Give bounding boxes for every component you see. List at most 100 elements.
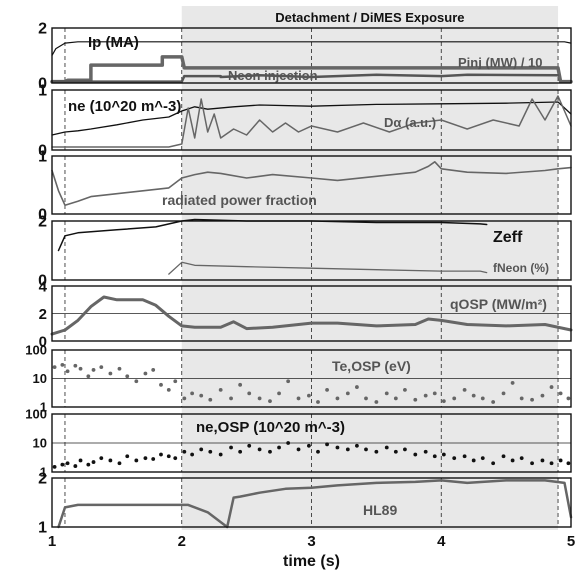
point-neosp-6 <box>91 460 96 464</box>
point-teosp-3 <box>73 363 78 368</box>
ytick-ip-0: 2 <box>38 21 47 38</box>
label-ip-0: Ip (MA) <box>88 34 139 51</box>
series-h89-0 <box>57 479 573 529</box>
point-neosp-49 <box>491 461 496 466</box>
point-neosp-24 <box>247 443 252 448</box>
panel-h89 <box>51 477 573 529</box>
point-teosp-4 <box>78 366 83 371</box>
point-teosp-39 <box>393 396 398 401</box>
banner-title: Detachment / DiMES Exposure <box>275 10 464 25</box>
point-neosp-27 <box>277 445 281 450</box>
point-neosp-57 <box>566 461 571 466</box>
point-neosp-29 <box>296 447 301 452</box>
point-teosp-50 <box>501 391 506 396</box>
point-teosp-51 <box>510 381 515 385</box>
label-ne-0: ne (10^20 m^-3) <box>68 98 181 115</box>
point-teosp-38 <box>384 391 389 396</box>
point-teosp-24 <box>247 391 252 396</box>
xtick-0: 1 <box>48 533 56 550</box>
point-teosp-12 <box>143 371 148 376</box>
point-neosp-15 <box>166 454 171 459</box>
label-teosp-0: Te,OSP (eV) <box>332 358 411 374</box>
point-neosp-35 <box>355 443 359 448</box>
point-teosp-56 <box>558 391 563 396</box>
point-teosp-21 <box>218 387 223 392</box>
frame-rad <box>51 155 572 215</box>
point-neosp-47 <box>471 458 476 463</box>
series-zeff-1 <box>168 261 488 275</box>
point-teosp-35 <box>355 385 359 389</box>
ytick-rad-1: 0 <box>38 207 47 224</box>
point-neosp-38 <box>384 445 389 450</box>
point-teosp-45 <box>452 396 457 401</box>
point-teosp-25 <box>257 396 262 401</box>
point-teosp-57 <box>566 396 571 401</box>
point-teosp-17 <box>182 396 187 401</box>
point-teosp-31 <box>316 400 320 404</box>
point-neosp-41 <box>413 452 418 457</box>
panel-zeff <box>51 218 572 281</box>
point-teosp-2 <box>65 369 70 374</box>
ytick-neosp-0: 100 <box>25 407 47 422</box>
point-teosp-34 <box>345 391 350 396</box>
point-neosp-16 <box>173 456 178 461</box>
frame-ne <box>51 89 572 151</box>
point-teosp-6 <box>91 368 96 372</box>
point-neosp-39 <box>393 449 398 454</box>
point-neosp-37 <box>374 449 379 454</box>
point-neosp-33 <box>335 445 340 450</box>
point-neosp-34 <box>345 447 350 452</box>
ytick-qosp-0: 4 <box>39 278 48 295</box>
point-teosp-49 <box>491 400 496 404</box>
ytick-neosp-1: 10 <box>33 436 47 451</box>
point-teosp-46 <box>462 387 467 392</box>
point-neosp-45 <box>452 456 457 461</box>
point-neosp-32 <box>325 442 329 447</box>
point-neosp-8 <box>108 458 113 463</box>
point-neosp-56 <box>558 458 563 463</box>
point-neosp-44 <box>441 452 446 457</box>
ytick-zeff-1: 0 <box>38 273 47 290</box>
point-neosp-42 <box>423 449 428 454</box>
point-neosp-26 <box>268 449 272 454</box>
point-teosp-36 <box>364 396 368 401</box>
point-teosp-54 <box>540 393 545 398</box>
point-neosp-28 <box>286 441 291 445</box>
point-neosp-2 <box>65 461 70 466</box>
point-neosp-43 <box>432 454 437 459</box>
point-teosp-53 <box>530 397 534 402</box>
label-qosp-0: qOSP (MW/m²) <box>450 296 547 312</box>
point-neosp-25 <box>257 447 262 452</box>
ytick-h89-1: 1 <box>38 520 47 537</box>
ytick-zeff-0: 2 <box>38 214 47 231</box>
frame-qosp <box>51 285 572 342</box>
panel-neosp <box>51 413 572 473</box>
point-teosp-23 <box>238 382 243 387</box>
ytick-teosp-0: 100 <box>25 343 47 358</box>
point-neosp-13 <box>151 457 156 461</box>
xtick-4: 5 <box>567 533 575 550</box>
point-neosp-31 <box>316 449 320 454</box>
point-teosp-48 <box>480 396 485 401</box>
frame-h89 <box>51 477 572 528</box>
point-neosp-36 <box>364 447 368 452</box>
point-teosp-11 <box>134 379 139 384</box>
point-neosp-54 <box>540 458 545 463</box>
point-neosp-51 <box>510 458 515 463</box>
ytick-h89-0: 2 <box>38 471 47 488</box>
point-teosp-29 <box>296 396 301 401</box>
point-teosp-0 <box>52 365 57 370</box>
panel-rad <box>51 155 572 215</box>
panel-ip <box>50 27 573 84</box>
point-neosp-30 <box>307 443 311 448</box>
point-neosp-55 <box>549 461 554 466</box>
point-neosp-50 <box>501 454 506 459</box>
label-h89-0: HL89 <box>363 502 397 518</box>
point-neosp-4 <box>78 458 83 463</box>
point-neosp-18 <box>190 452 195 457</box>
point-neosp-48 <box>480 456 485 461</box>
label-neosp-0: ne,OSP (10^20 m^-3) <box>196 419 345 436</box>
ytick-neosp-2: 1 <box>40 465 47 480</box>
series-ne-1 <box>51 95 572 148</box>
